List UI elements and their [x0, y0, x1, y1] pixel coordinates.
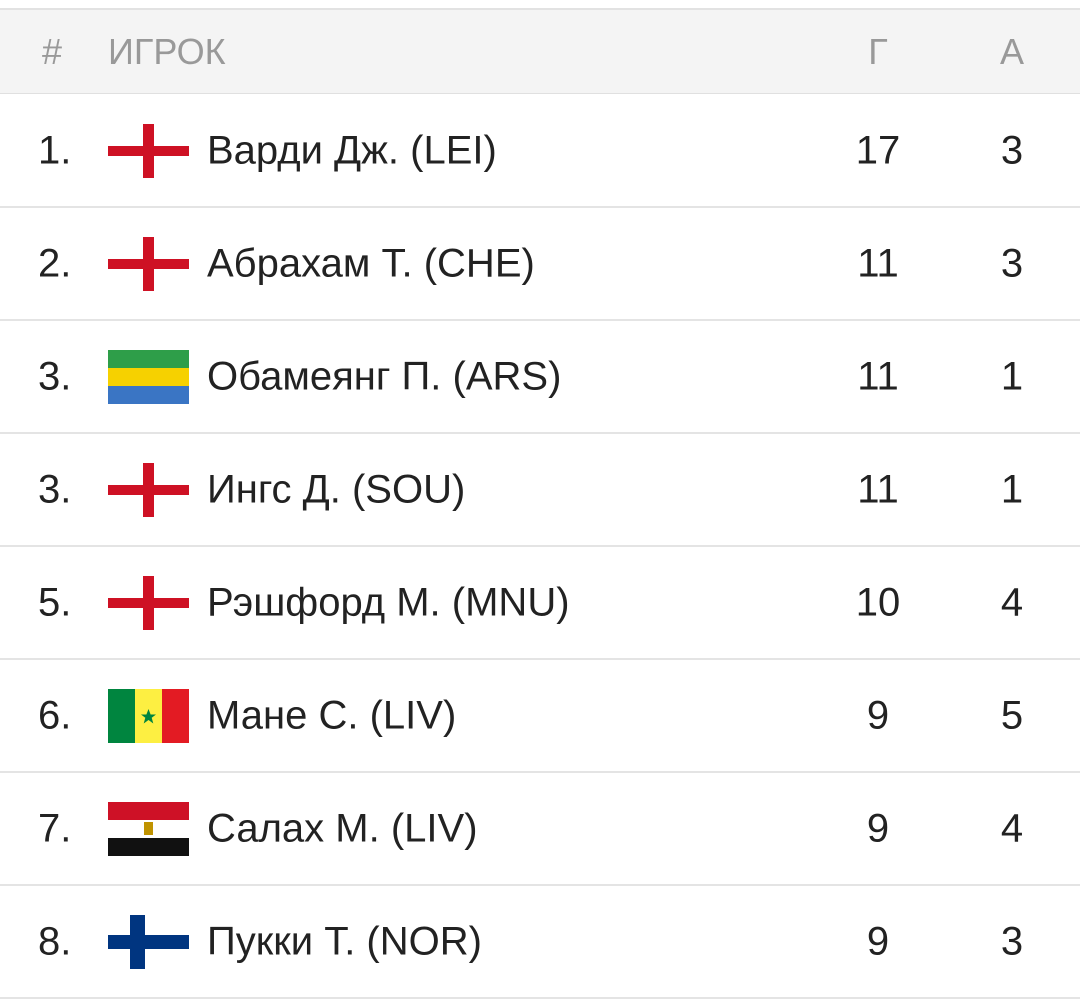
player-name: Варди Дж. (LEI)	[207, 128, 497, 172]
goals: 9	[866, 693, 890, 737]
table-row: 6. Мане С. (LIV) 9 5	[0, 660, 1080, 773]
country-flag	[108, 801, 189, 856]
table-row: 8. Пукки Т. (NOR) 9 3	[0, 886, 1080, 999]
assists: 3	[1000, 919, 1024, 963]
country-flag	[108, 236, 189, 291]
header-rank: #	[42, 30, 63, 72]
player-name: Мане С. (LIV)	[207, 693, 457, 737]
goals: 9	[866, 806, 890, 850]
table-row: 3. Ингс Д. (SOU) 11 1	[0, 434, 1080, 547]
assists: 3	[1000, 241, 1024, 285]
country-flag	[108, 688, 189, 743]
table-header: # ИГРОК Г А	[0, 8, 1080, 94]
assists: 1	[1000, 467, 1024, 511]
goals: 10	[855, 580, 901, 624]
goals: 11	[857, 241, 899, 285]
country-flag	[108, 349, 189, 404]
rank: 2.	[38, 241, 72, 285]
player-name: Рэшфорд М. (MNU)	[207, 580, 570, 624]
country-flag	[108, 914, 189, 969]
country-flag	[108, 575, 189, 630]
player-name: Абрахам Т. (CHE)	[207, 241, 535, 285]
rank: 6.	[38, 693, 72, 737]
table-row: 5. Рэшфорд М. (MNU) 10 4	[0, 547, 1080, 660]
table-row: 3. Обамеянг П. (ARS) 11 1	[0, 321, 1080, 434]
header-goals: Г	[868, 30, 888, 72]
assists: 4	[1000, 580, 1024, 624]
assists: 4	[1000, 806, 1024, 850]
goals: 9	[866, 919, 890, 963]
country-flag	[108, 462, 189, 517]
player-name: Ингс Д. (SOU)	[207, 467, 466, 511]
table-row: 1. Варди Дж. (LEI) 17 3	[0, 95, 1080, 208]
country-flag	[108, 123, 189, 178]
rank: 7.	[38, 806, 72, 850]
rank: 3.	[38, 467, 72, 511]
assists: 1	[1000, 354, 1024, 398]
header-assists: А	[999, 30, 1025, 72]
assists: 5	[1000, 693, 1024, 737]
table-row: 7. Салах М. (LIV) 9 4	[0, 773, 1080, 886]
player-name: Пукки Т. (NOR)	[207, 919, 482, 963]
table-row: 2. Абрахам Т. (CHE) 11 3	[0, 208, 1080, 321]
goals: 11	[857, 467, 899, 511]
goals: 17	[855, 128, 901, 172]
assists: 3	[1000, 128, 1024, 172]
rank: 8.	[38, 919, 72, 963]
rank: 5.	[38, 580, 72, 624]
player-name: Обамеянг П. (ARS)	[207, 354, 562, 398]
rank: 3.	[38, 354, 72, 398]
rank: 1.	[38, 128, 72, 172]
player-name: Салах М. (LIV)	[207, 806, 478, 850]
header-player: ИГРОК	[108, 30, 226, 72]
goals: 11	[857, 354, 899, 398]
